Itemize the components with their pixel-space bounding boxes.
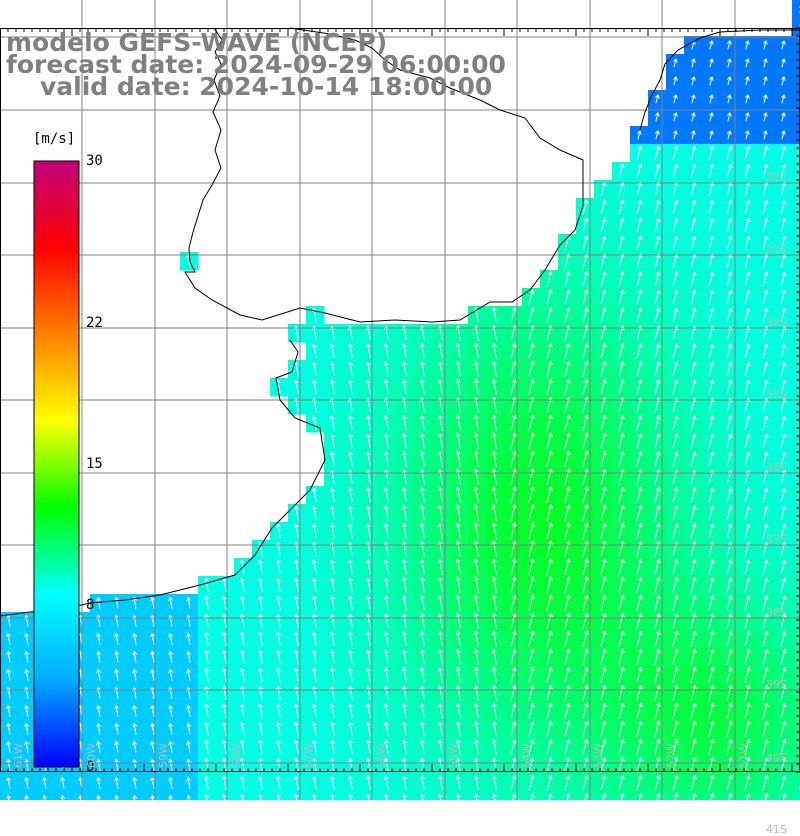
longitude-label: 56W (375, 743, 388, 768)
field-cell (36, 792, 55, 800)
colorbar-tick-label: 22 (86, 316, 103, 330)
longitude-label: 59W (157, 743, 170, 768)
field-cell (792, 18, 800, 37)
field-cell (792, 234, 800, 253)
field-cell (792, 72, 800, 91)
valid-date: valid date: 2024-10-14 18:00:00 (40, 74, 492, 100)
colorbar-tick-label: 30 (86, 154, 103, 168)
field-cell (180, 792, 199, 800)
longitude-label: 61W (12, 743, 25, 768)
colorbar-tick-label: 15 (86, 457, 103, 471)
latitude-label: 38S (766, 606, 787, 619)
field-cell (792, 270, 800, 289)
longitude-label: 53W (592, 743, 605, 768)
field-cell (792, 54, 800, 73)
field-cell (792, 792, 800, 800)
longitude-label: 55W (447, 743, 460, 768)
wind-map (0, 0, 800, 800)
longitude-label: 52W (665, 743, 678, 768)
latitude-label: 34S (766, 316, 787, 329)
latitude-label: 37S (766, 533, 787, 546)
colorbar (34, 161, 79, 767)
field-cell (72, 792, 91, 800)
latitude-label: 35S (766, 388, 787, 401)
field-cell (90, 792, 109, 800)
latitude-label: 36S (766, 461, 787, 474)
longitude-label: 54W (520, 743, 533, 768)
field-cell (108, 792, 127, 800)
field-cell (0, 792, 19, 800)
longitude-label: 51W (737, 743, 750, 768)
longitude-label: 60W (85, 743, 98, 768)
latitude-label: 33S (766, 243, 787, 256)
field-cell (162, 792, 181, 800)
latitude-label: 32S (766, 170, 787, 183)
field-cell (792, 126, 800, 145)
field-cell (792, 90, 800, 109)
field-cell (792, 216, 800, 235)
latitude-label: 39S (766, 678, 787, 691)
latitude-label: 41S (766, 823, 787, 836)
latitude-label: 40S (766, 751, 787, 764)
longitude-label: 57W (302, 743, 315, 768)
field-cell (126, 792, 145, 800)
field-cell (18, 792, 37, 800)
field-cell (54, 792, 73, 800)
field-cell (144, 792, 163, 800)
field-cell (792, 198, 800, 217)
colorbar-tick-label: 8 (86, 598, 94, 612)
field-cell (792, 162, 800, 181)
longitude-label: 58W (230, 743, 243, 768)
colorbar-unit: [m/s] (33, 131, 75, 147)
field-cell (792, 144, 800, 163)
field-cell (792, 0, 800, 19)
